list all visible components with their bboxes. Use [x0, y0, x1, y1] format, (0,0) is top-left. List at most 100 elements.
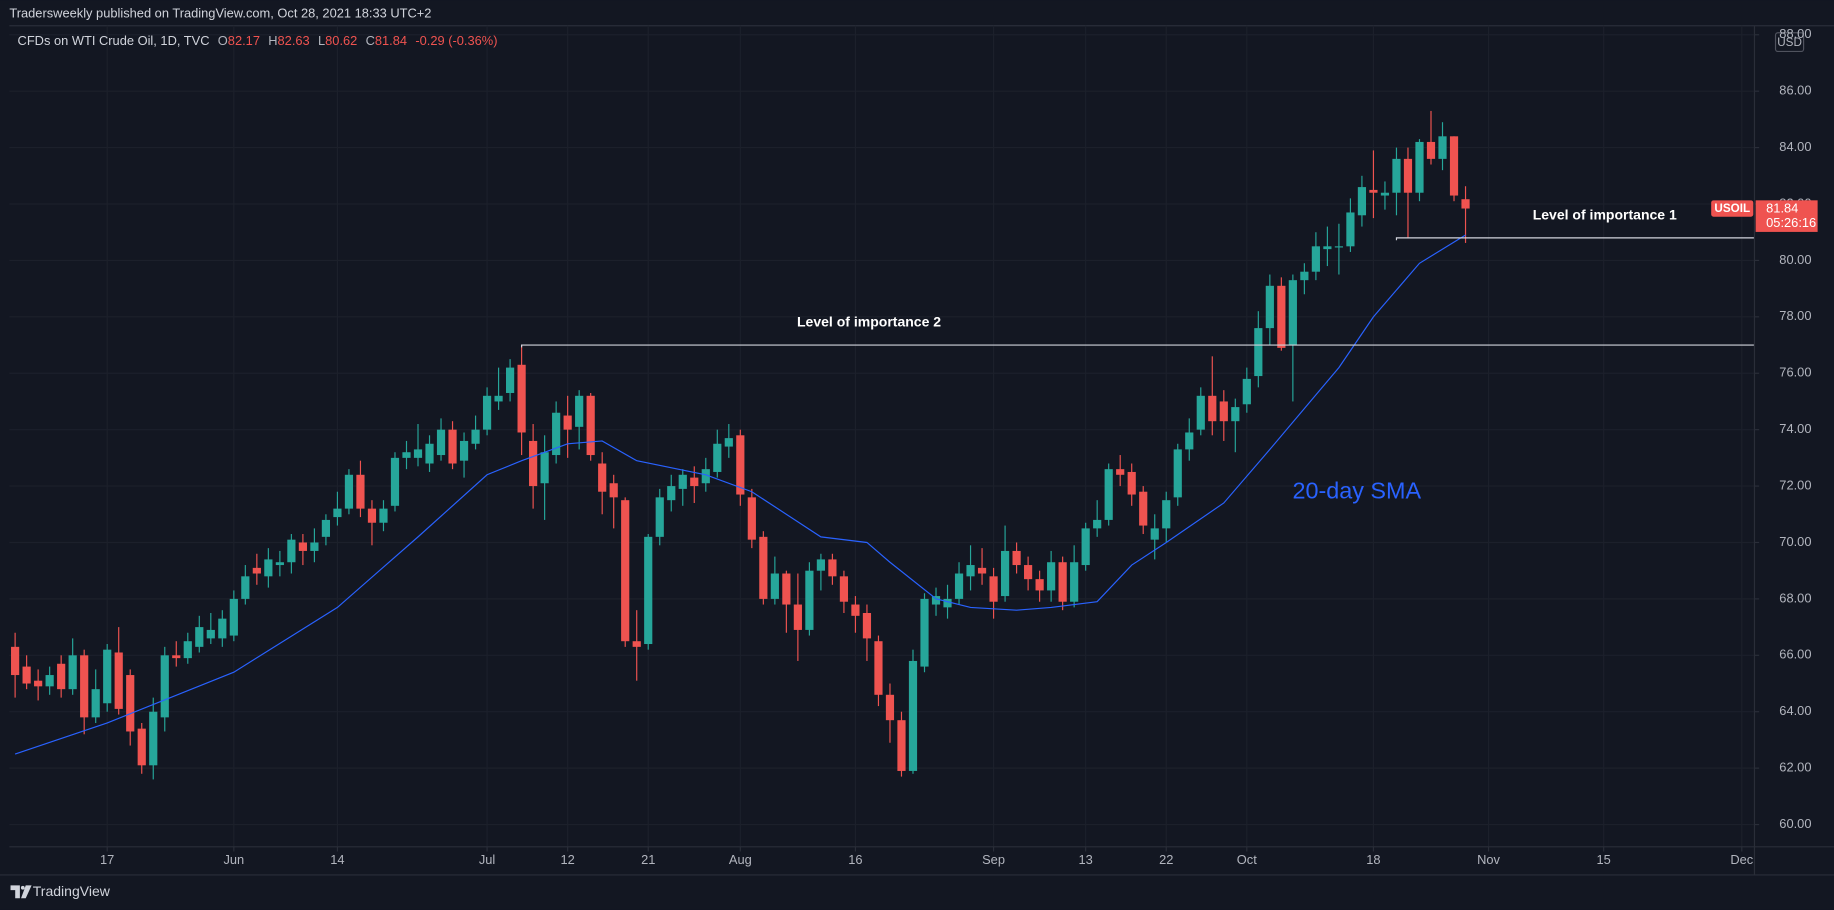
- candle-body[interactable]: [517, 364, 526, 433]
- candle-body[interactable]: [471, 429, 480, 444]
- candle-body[interactable]: [310, 542, 319, 551]
- candle-body[interactable]: [34, 680, 43, 687]
- candle-body[interactable]: [1139, 491, 1148, 526]
- candle-body[interactable]: [379, 508, 388, 523]
- candle-body[interactable]: [1369, 189, 1378, 193]
- candle-body[interactable]: [828, 559, 837, 577]
- candle-body[interactable]: [1288, 280, 1297, 346]
- candle-body[interactable]: [977, 567, 987, 574]
- candle-body[interactable]: [598, 463, 607, 492]
- candle-body[interactable]: [1461, 199, 1470, 209]
- candle-body[interactable]: [770, 573, 779, 599]
- candle-body[interactable]: [954, 573, 964, 599]
- candle-body[interactable]: [1449, 136, 1459, 196]
- candle-body[interactable]: [1047, 562, 1056, 591]
- candle-body[interactable]: [1070, 562, 1079, 602]
- candle-body[interactable]: [759, 536, 768, 599]
- currency-box[interactable]: [1774, 32, 1805, 53]
- candle-body[interactable]: [413, 449, 423, 458]
- candle-body[interactable]: [1024, 565, 1033, 580]
- candle-body[interactable]: [367, 508, 377, 523]
- candle-body[interactable]: [540, 452, 549, 484]
- candle-body[interactable]: [482, 395, 492, 430]
- candle-body[interactable]: [275, 562, 284, 566]
- candle-body[interactable]: [1323, 246, 1332, 250]
- candle-body[interactable]: [851, 604, 860, 616]
- candle-body[interactable]: [609, 483, 618, 498]
- candle-body[interactable]: [552, 412, 561, 456]
- candle-body[interactable]: [1185, 432, 1194, 450]
- candle-body[interactable]: [586, 395, 595, 456]
- candle-body[interactable]: [264, 559, 273, 577]
- candle-body[interactable]: [114, 652, 123, 709]
- candle-body[interactable]: [321, 519, 331, 537]
- candle-body[interactable]: [68, 655, 77, 690]
- candle-body[interactable]: [344, 474, 354, 509]
- candle-body[interactable]: [22, 666, 31, 684]
- candle-body[interactable]: [655, 497, 664, 537]
- candle-body[interactable]: [874, 641, 883, 695]
- candle-body[interactable]: [713, 443, 722, 472]
- candle-body[interactable]: [644, 536, 653, 645]
- candle-body[interactable]: [1116, 469, 1125, 475]
- candle-body[interactable]: [1012, 550, 1021, 566]
- candle-body[interactable]: [943, 598, 952, 608]
- candle-body[interactable]: [1196, 395, 1205, 430]
- candle-body[interactable]: [390, 457, 400, 506]
- candle-body[interactable]: [931, 596, 941, 605]
- candle-body[interactable]: [782, 573, 791, 605]
- candle-body[interactable]: [448, 429, 457, 464]
- candle-body[interactable]: [736, 435, 745, 495]
- candle-body[interactable]: [1334, 246, 1344, 248]
- candle-body[interactable]: [1093, 519, 1102, 529]
- candle-body[interactable]: [206, 629, 215, 639]
- candle-body[interactable]: [529, 440, 538, 487]
- candle-body[interactable]: [1277, 285, 1286, 348]
- candle-body[interactable]: [1104, 469, 1113, 520]
- candle-body[interactable]: [1357, 187, 1367, 216]
- candle-body[interactable]: [1150, 528, 1159, 540]
- candle-body[interactable]: [195, 627, 204, 647]
- candle-body[interactable]: [172, 655, 181, 659]
- candle-body[interactable]: [839, 576, 849, 602]
- candle-body[interactable]: [1311, 246, 1320, 272]
- candle-body[interactable]: [793, 604, 802, 630]
- candle-body[interactable]: [678, 474, 687, 489]
- candle-body[interactable]: [966, 565, 975, 577]
- candle-body[interactable]: [459, 440, 469, 461]
- candle-body[interactable]: [494, 395, 503, 402]
- candle-body[interactable]: [149, 711, 158, 766]
- candle-body[interactable]: [563, 415, 572, 430]
- candle-body[interactable]: [1380, 192, 1390, 196]
- candle-body[interactable]: [298, 542, 307, 551]
- candle-body[interactable]: [80, 655, 89, 718]
- candle-body[interactable]: [160, 655, 169, 718]
- candle-body[interactable]: [1173, 449, 1182, 498]
- candle-body[interactable]: [989, 576, 998, 602]
- candle-body[interactable]: [920, 598, 929, 667]
- candle-body[interactable]: [218, 618, 227, 639]
- candle-body[interactable]: [45, 675, 54, 687]
- candle-body[interactable]: [885, 694, 895, 721]
- candle-body[interactable]: [1426, 141, 1436, 159]
- candle-body[interactable]: [1242, 378, 1251, 405]
- candle-body[interactable]: [11, 646, 20, 676]
- candle-body[interactable]: [724, 438, 733, 447]
- candle-body[interactable]: [57, 663, 66, 690]
- candle-body[interactable]: [1000, 550, 1010, 597]
- candle-body[interactable]: [1403, 158, 1413, 193]
- candle-body[interactable]: [333, 508, 342, 518]
- candle-body[interactable]: [91, 689, 100, 718]
- candle-body[interactable]: [908, 660, 918, 771]
- candle-body[interactable]: [1392, 158, 1401, 193]
- candle-body[interactable]: [701, 469, 710, 484]
- candle-body[interactable]: [126, 675, 135, 732]
- candle-body[interactable]: [252, 567, 261, 574]
- candle-body[interactable]: [1265, 285, 1274, 329]
- candle-body[interactable]: [241, 576, 250, 599]
- candle-body[interactable]: [1254, 328, 1263, 377]
- candle-body[interactable]: [747, 497, 756, 540]
- candle-body[interactable]: [183, 641, 192, 659]
- candle-body[interactable]: [229, 598, 238, 636]
- candle-body[interactable]: [667, 486, 676, 501]
